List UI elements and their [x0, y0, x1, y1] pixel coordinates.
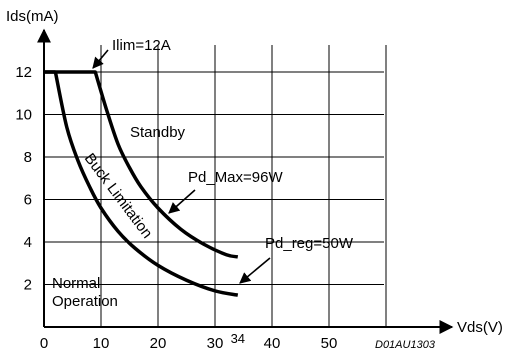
x-axis-label: Vds(V) [457, 319, 503, 336]
annotation-standby: Standby [130, 124, 186, 141]
ilim-pointer [92, 49, 109, 69]
x-tick-label: 20 [150, 335, 167, 352]
annotation-ilim: Ilim=12A [112, 37, 171, 54]
grid [44, 45, 387, 327]
x-tick-label: 40 [264, 335, 281, 352]
x-tick-label: 10 [93, 335, 110, 352]
tick-labels: 0 10 20 30 40 50 34 2 4 6 8 10 12 [15, 64, 337, 352]
x-tick-label: 50 [321, 335, 338, 352]
x-tick-label: 30 [207, 335, 224, 352]
pd-max-pointer [168, 189, 196, 214]
series-curves [44, 70, 239, 297]
annotation-operation: Operation [52, 293, 118, 310]
annotation-buck-limitation: Buck Limitation [81, 150, 156, 241]
y-tick-label: 10 [15, 107, 32, 124]
figure-code: D01AU1303 [375, 339, 436, 351]
y-tick-label: 2 [24, 277, 32, 294]
series-pd-reg-curve [53, 71, 239, 297]
annotation-pointers [92, 49, 271, 284]
y-tick-label: 4 [24, 234, 32, 251]
x-tick-label: 0 [40, 335, 48, 352]
pd-reg-pointer [239, 257, 271, 284]
annotation-pd-max: Pd_Max=96W [188, 169, 283, 186]
annotation-pd-reg: Pd_reg=50W [265, 235, 354, 252]
axes [37, 28, 454, 334]
y-tick-label: 8 [24, 149, 32, 166]
annotation-normal: Normal [52, 275, 100, 292]
x-tick-label-extra: 34 [231, 331, 245, 346]
y-tick-label: 12 [15, 64, 32, 81]
y-axis-label: Ids(mA) [6, 8, 59, 25]
y-tick-label: 6 [24, 192, 32, 209]
series-pd-max-curve [44, 70, 239, 259]
